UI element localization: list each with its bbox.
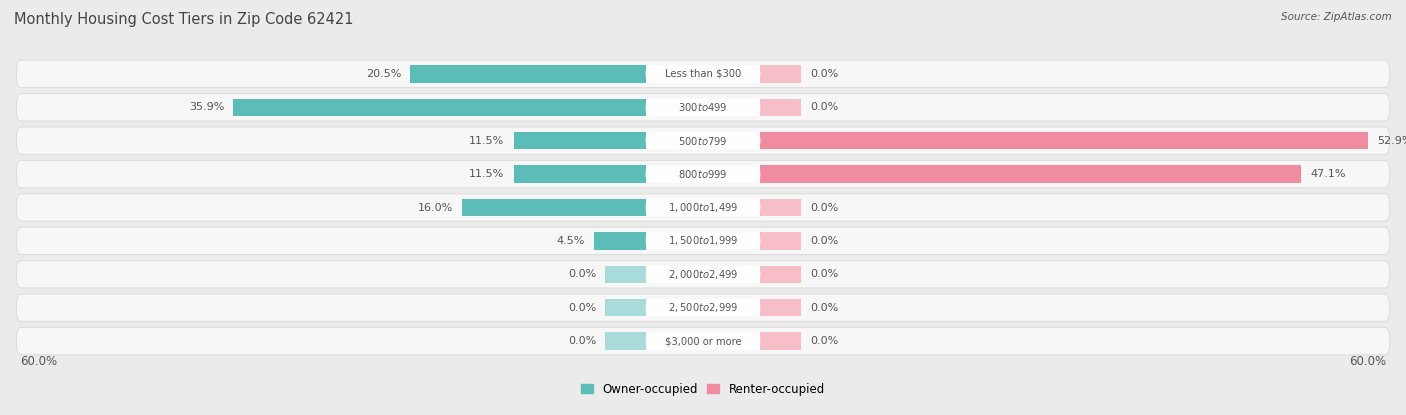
Text: 0.0%: 0.0% <box>810 336 838 346</box>
FancyBboxPatch shape <box>645 166 761 183</box>
Bar <box>761 99 800 116</box>
Text: Source: ZipAtlas.com: Source: ZipAtlas.com <box>1281 12 1392 22</box>
Bar <box>761 266 800 283</box>
Bar <box>233 99 645 116</box>
Text: 0.0%: 0.0% <box>810 102 838 112</box>
Text: 16.0%: 16.0% <box>418 203 453 212</box>
FancyBboxPatch shape <box>645 65 761 83</box>
Bar <box>761 132 1368 149</box>
Text: 0.0%: 0.0% <box>568 269 596 279</box>
Bar <box>513 166 645 183</box>
FancyBboxPatch shape <box>645 132 761 149</box>
Text: 60.0%: 60.0% <box>20 355 56 369</box>
FancyBboxPatch shape <box>17 194 1389 221</box>
Bar <box>761 166 1301 183</box>
FancyBboxPatch shape <box>17 60 1389 88</box>
Text: $1,500 to $1,999: $1,500 to $1,999 <box>668 234 738 247</box>
Bar <box>761 232 800 249</box>
Text: 0.0%: 0.0% <box>810 236 838 246</box>
Text: $800 to $999: $800 to $999 <box>678 168 728 180</box>
FancyBboxPatch shape <box>17 227 1389 255</box>
Text: 0.0%: 0.0% <box>568 303 596 313</box>
Bar <box>593 232 645 249</box>
FancyBboxPatch shape <box>17 160 1389 188</box>
FancyBboxPatch shape <box>645 199 761 216</box>
Bar <box>606 299 645 316</box>
Text: Monthly Housing Cost Tiers in Zip Code 62421: Monthly Housing Cost Tiers in Zip Code 6… <box>14 12 353 27</box>
Text: 60.0%: 60.0% <box>1350 355 1386 369</box>
Text: 4.5%: 4.5% <box>557 236 585 246</box>
Text: $2,000 to $2,499: $2,000 to $2,499 <box>668 268 738 281</box>
Bar <box>761 299 800 316</box>
FancyBboxPatch shape <box>17 261 1389 288</box>
Bar <box>761 65 800 83</box>
Bar <box>606 266 645 283</box>
Legend: Owner-occupied, Renter-occupied: Owner-occupied, Renter-occupied <box>576 378 830 400</box>
FancyBboxPatch shape <box>645 232 761 249</box>
Text: 0.0%: 0.0% <box>810 69 838 79</box>
Bar <box>513 132 645 149</box>
Bar <box>606 332 645 350</box>
Bar <box>761 332 800 350</box>
FancyBboxPatch shape <box>645 266 761 283</box>
Text: 52.9%: 52.9% <box>1376 136 1406 146</box>
Text: $300 to $499: $300 to $499 <box>678 101 728 113</box>
Text: $3,000 or more: $3,000 or more <box>665 336 741 346</box>
FancyBboxPatch shape <box>645 332 761 350</box>
FancyBboxPatch shape <box>17 127 1389 154</box>
Text: 0.0%: 0.0% <box>810 269 838 279</box>
Bar <box>461 199 645 216</box>
Text: 11.5%: 11.5% <box>470 136 505 146</box>
FancyBboxPatch shape <box>17 294 1389 322</box>
Text: 0.0%: 0.0% <box>568 336 596 346</box>
Bar <box>411 65 645 83</box>
Text: Less than $300: Less than $300 <box>665 69 741 79</box>
Bar <box>761 199 800 216</box>
Text: 35.9%: 35.9% <box>188 102 224 112</box>
Text: 20.5%: 20.5% <box>366 69 401 79</box>
FancyBboxPatch shape <box>645 99 761 116</box>
Text: 0.0%: 0.0% <box>810 203 838 212</box>
Text: $500 to $799: $500 to $799 <box>678 135 728 146</box>
FancyBboxPatch shape <box>17 327 1389 355</box>
FancyBboxPatch shape <box>645 299 761 316</box>
Text: 11.5%: 11.5% <box>470 169 505 179</box>
Text: $1,000 to $1,499: $1,000 to $1,499 <box>668 201 738 214</box>
Text: 0.0%: 0.0% <box>810 303 838 313</box>
FancyBboxPatch shape <box>17 93 1389 121</box>
Text: $2,500 to $2,999: $2,500 to $2,999 <box>668 301 738 314</box>
Text: 47.1%: 47.1% <box>1310 169 1346 179</box>
